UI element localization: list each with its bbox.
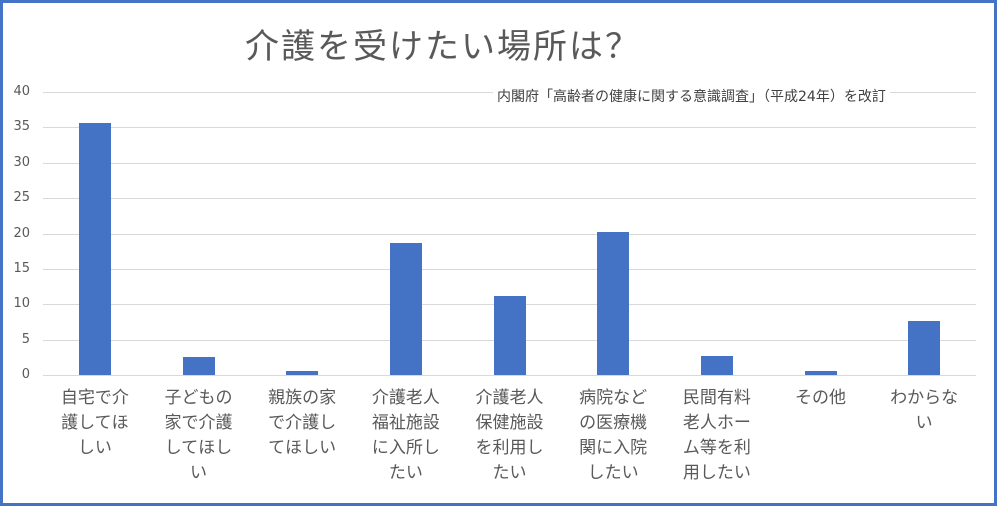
y-tick-label: 10 (13, 296, 30, 312)
x-tick-label: 自宅で介 護してほ しい (60, 388, 129, 458)
bar[interactable] (908, 320, 941, 375)
x-tick-label: 介護老人 福祉施設 に入所し たい (371, 388, 440, 483)
chart-title: 介護を受けたい場所は？ (245, 27, 641, 67)
bar[interactable] (700, 355, 733, 375)
y-tick-label: 40 (13, 84, 30, 99)
bar[interactable] (286, 371, 319, 375)
y-tick-label: 5 (21, 331, 30, 347)
y-tick-label: 25 (13, 190, 30, 206)
x-tick-label: その他 (795, 388, 846, 408)
gridline (43, 198, 976, 200)
x-tick-label: 病院など の医療機 関に入院 したい (579, 388, 648, 483)
y-tick-label: 20 (13, 225, 30, 241)
y-tick-label: 0 (21, 367, 30, 382)
x-tick-label: 介護老人 保健施設 を利用し たい (475, 388, 544, 483)
gridline (43, 162, 976, 164)
gridline (43, 127, 976, 129)
bar[interactable] (804, 370, 837, 375)
x-tick-label: わからな い (890, 388, 959, 433)
source-annotation: 内閣府「高齢者の健康に関する意識調査」（平成24年）を改訂 (493, 86, 890, 106)
plot-area: 0 5 10 15 20 25 30 35 40 (13, 84, 976, 382)
x-tick-label: 親族の家 で介護し てほしい (268, 388, 337, 458)
y-tick-label: 30 (13, 154, 30, 170)
gridline (43, 268, 976, 270)
bar[interactable] (389, 242, 422, 375)
y-tick-label: 35 (13, 119, 30, 135)
bar[interactable] (597, 232, 630, 375)
x-tick-label: 子どもの 家で介護 してほし い (164, 388, 233, 483)
y-tick-label: 15 (13, 260, 30, 276)
gridline (43, 375, 976, 376)
bar[interactable] (493, 295, 526, 375)
bar[interactable] (182, 357, 215, 375)
bar[interactable] (78, 123, 111, 375)
x-tick-label: 民間有料 老人ホー ム等を利 用したい (682, 388, 751, 483)
gridline (43, 233, 976, 235)
